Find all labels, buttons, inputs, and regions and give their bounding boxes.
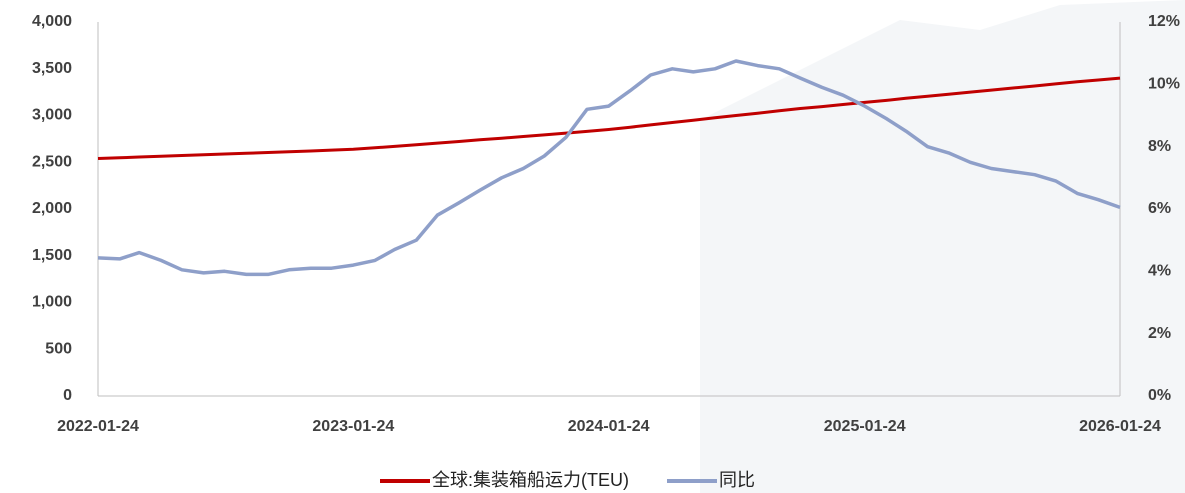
y2-tick-label: 2%	[1148, 325, 1171, 342]
chart: 0 500 1,000 1,500 2,000 2,500 3,000 3,500 4,000 0…	[0, 0, 1185, 493]
x-tick-label: 2022-01-24	[57, 418, 139, 435]
y2-tick-label: 0%	[1148, 387, 1171, 404]
y2-tick-label: 10%	[1148, 76, 1180, 93]
legend-label: 全球:集装箱船运力(TEU)	[432, 470, 629, 490]
y-tick-label: 2,000	[32, 200, 72, 217]
y2-tick-label: 12%	[1148, 13, 1180, 30]
y-tick-label: 2,500	[32, 153, 72, 170]
y2-tick-label: 4%	[1148, 263, 1171, 280]
y-tick-label: 0	[63, 387, 72, 404]
y-tick-label: 1,000	[32, 294, 72, 311]
legend-label: 同比	[719, 470, 755, 490]
y-tick-label: 1,500	[32, 247, 72, 264]
x-tick-label: 2026-01-24	[1079, 418, 1161, 435]
x-tick-label: 2023-01-24	[312, 418, 394, 435]
y-tick-label: 4,000	[32, 13, 72, 30]
y-tick-label: 500	[45, 340, 72, 357]
x-tick-label: 2025-01-24	[824, 418, 906, 435]
y2-tick-label: 8%	[1148, 138, 1171, 155]
y-tick-label: 3,500	[32, 60, 72, 77]
x-tick-label: 2024-01-24	[568, 418, 650, 435]
y-tick-label: 3,000	[32, 107, 72, 124]
y2-tick-label: 6%	[1148, 200, 1171, 217]
